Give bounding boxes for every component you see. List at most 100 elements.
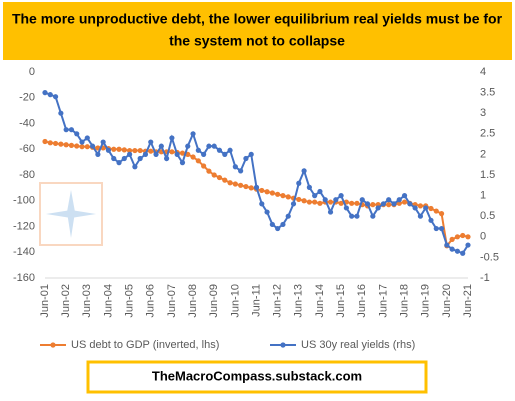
point	[264, 189, 270, 195]
y2-tick-label: 3	[480, 107, 486, 119]
point	[74, 131, 80, 137]
point	[74, 143, 80, 149]
point	[433, 225, 439, 232]
point	[280, 221, 286, 228]
point	[296, 180, 302, 186]
point	[322, 197, 328, 203]
point	[386, 202, 392, 208]
point	[428, 205, 434, 212]
point	[195, 147, 201, 153]
point	[137, 155, 143, 162]
point	[259, 187, 265, 194]
point	[206, 143, 212, 149]
point	[195, 158, 201, 164]
point	[121, 147, 127, 153]
point	[438, 225, 445, 232]
point	[264, 209, 270, 215]
point	[52, 94, 59, 100]
point	[243, 155, 249, 162]
point	[164, 155, 170, 162]
point	[407, 201, 413, 207]
point	[364, 201, 371, 207]
point	[153, 151, 159, 157]
point	[132, 147, 138, 154]
point	[111, 155, 117, 162]
point	[465, 242, 471, 248]
y2-tick-label: 1.5	[480, 169, 495, 181]
x-tick-label: Jun-20	[441, 284, 453, 318]
point	[47, 140, 53, 146]
point	[121, 155, 127, 162]
point	[354, 200, 360, 206]
point	[68, 127, 75, 133]
x-tick-label: Jun-09	[208, 284, 220, 318]
x-tick-label: Jun-16	[356, 284, 368, 318]
legend-marker	[280, 342, 286, 348]
x-tick-label: Jun-21	[462, 284, 474, 318]
point	[343, 205, 349, 211]
point	[460, 232, 466, 239]
title-banner	[3, 2, 512, 60]
point	[412, 205, 418, 211]
x-tick-label: Jun-18	[398, 284, 410, 318]
chart-title: The more unproductive debt, the lower eq…	[12, 11, 503, 27]
point	[211, 172, 217, 178]
point	[444, 242, 450, 248]
point	[306, 199, 312, 205]
point	[275, 191, 281, 197]
point	[116, 160, 122, 166]
point	[460, 250, 466, 256]
y-tick-label: -120	[13, 220, 35, 232]
point	[84, 144, 90, 150]
point	[391, 201, 397, 207]
x-tick-label: Jun-01	[39, 284, 51, 318]
point	[301, 198, 307, 204]
point	[68, 142, 75, 148]
point	[449, 246, 455, 252]
x-tick-label: Jun-06	[145, 284, 157, 318]
x-tick-label: Jun-02	[60, 284, 72, 318]
point	[338, 193, 344, 199]
point	[47, 92, 53, 98]
x-tick-label: Jun-17	[377, 284, 389, 318]
point	[248, 151, 254, 157]
point	[222, 177, 228, 183]
point	[417, 213, 424, 219]
y2-tick-label: 4	[480, 66, 486, 78]
point	[301, 168, 307, 174]
x-tick-label: Jun-10	[229, 284, 241, 318]
y2-tick-label: 2	[480, 148, 486, 160]
point	[349, 200, 355, 206]
point	[148, 148, 154, 154]
point	[269, 190, 275, 196]
point	[433, 208, 439, 214]
point	[465, 234, 471, 240]
point	[449, 236, 455, 242]
point	[285, 194, 291, 200]
point	[333, 197, 339, 203]
point	[243, 183, 249, 190]
point	[327, 209, 334, 215]
point	[349, 213, 355, 219]
point	[454, 248, 461, 254]
point	[428, 217, 434, 223]
point	[116, 146, 122, 152]
chart-title: the system not to collapse	[169, 33, 345, 49]
point	[370, 213, 376, 219]
x-tick-label: Jun-08	[187, 284, 199, 318]
point	[312, 193, 318, 199]
x-tick-label: Jun-15	[335, 284, 347, 318]
point	[190, 131, 196, 137]
point	[105, 147, 112, 153]
point	[396, 197, 402, 203]
point	[238, 168, 244, 174]
point	[312, 199, 318, 205]
x-tick-label: Jun-19	[420, 284, 432, 318]
point	[290, 201, 297, 207]
point	[232, 181, 238, 187]
y2-tick-label: 1	[480, 190, 486, 202]
point	[317, 188, 323, 195]
point	[148, 139, 154, 145]
y-tick-label: -80	[19, 169, 35, 181]
point	[79, 144, 85, 150]
